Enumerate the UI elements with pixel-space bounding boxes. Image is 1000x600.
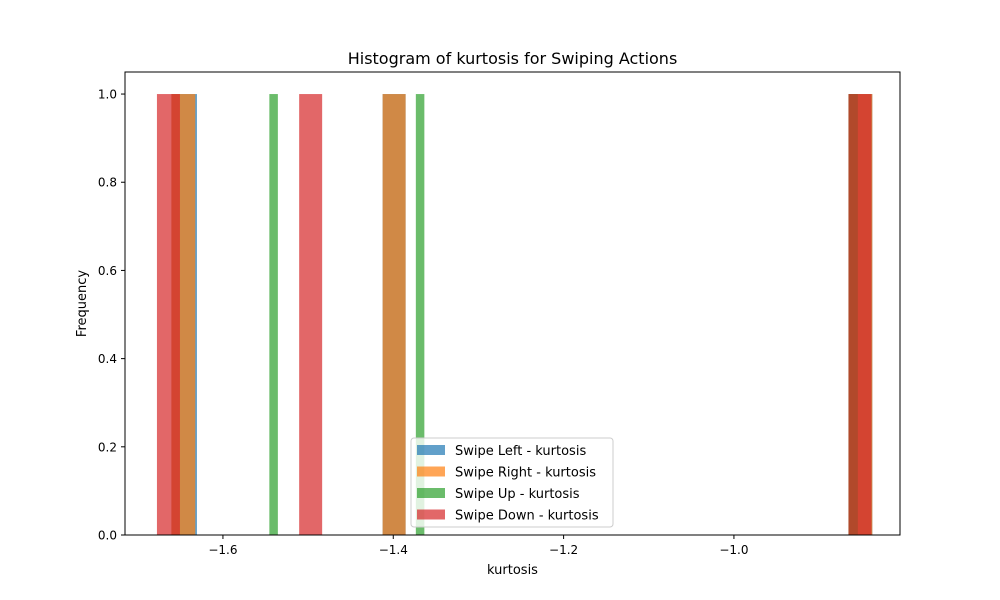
- y-tick-label: 0.8: [98, 176, 117, 190]
- legend: Swipe Left - kurtosis Swipe Right - kurto…: [410, 437, 614, 528]
- histogram-bar: [848, 94, 872, 536]
- legend-entry-label: Swipe Right - kurtosis: [455, 466, 596, 481]
- histogram-bar: [156, 94, 180, 536]
- x-tick-label: −1.4: [379, 543, 408, 557]
- y-tick-label: 0.0: [98, 529, 117, 543]
- legend-swatch: [417, 466, 445, 477]
- y-axis-label: Frequency: [75, 270, 90, 337]
- y-axis: 0.0 0.2 0.4 0.6 0.8 1.0: [98, 88, 125, 543]
- chart-title: Histogram of kurtosis for Swiping Action…: [348, 49, 678, 68]
- plot-frame: [124, 71, 901, 536]
- x-tick-label: −1.2: [549, 543, 578, 557]
- legend-swatch: [417, 509, 445, 520]
- y-tick-label: 1.0: [98, 88, 117, 102]
- legend-swatch: [417, 445, 445, 455]
- legend-entry-label: Swipe Down - kurtosis: [455, 509, 599, 524]
- histogram-bar: [382, 94, 406, 536]
- y-tick-label: 0.6: [98, 264, 117, 278]
- x-tick-label: −1.6: [208, 543, 237, 557]
- bars-layer: [156, 94, 873, 536]
- y-tick-label: 0.4: [98, 352, 117, 366]
- x-tick-label: −1.0: [719, 543, 748, 557]
- y-tick-label: 0.2: [98, 440, 117, 454]
- x-axis-label: kurtosis: [487, 563, 538, 578]
- legend-frame: [410, 437, 614, 528]
- legend-entry-label: Swipe Up - kurtosis: [455, 487, 580, 502]
- histogram-bar: [299, 94, 323, 536]
- legend-entry-label: Swipe Left - kurtosis: [455, 444, 586, 459]
- x-axis: −1.6 −1.4 −1.2 −1.0: [208, 535, 748, 557]
- histogram-bar: [415, 94, 425, 536]
- histogram-bar: [269, 94, 278, 536]
- legend-swatch: [417, 488, 445, 498]
